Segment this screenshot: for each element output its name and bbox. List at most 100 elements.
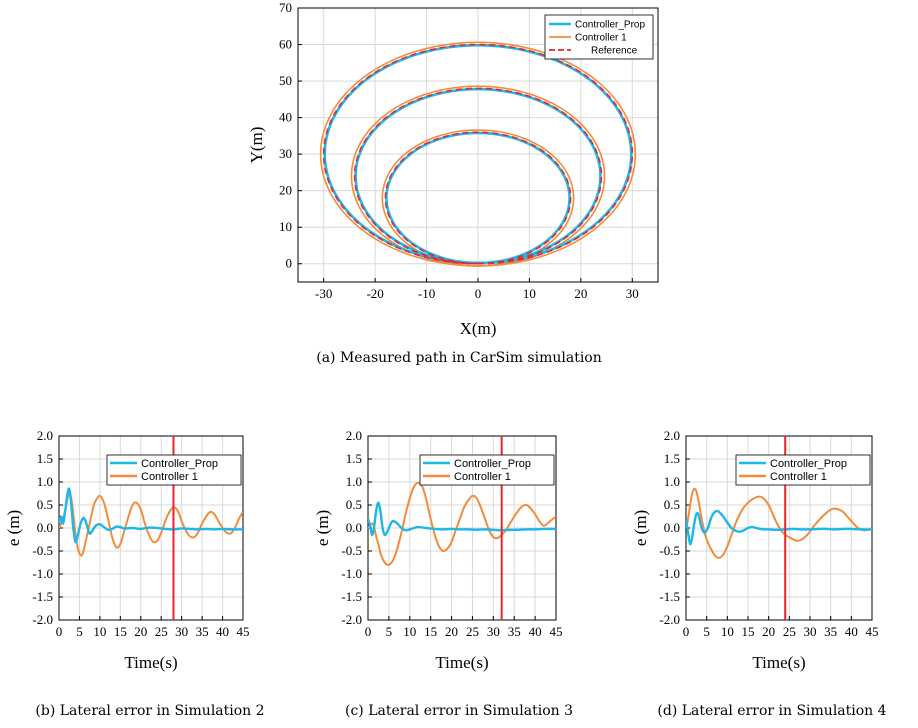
- y-tick-label: 0.0: [37, 520, 53, 535]
- x-tick-label: 15: [114, 624, 127, 639]
- lateral-error-chart-sim3: 0 5 10 15 20 25 30 35 40 45 -2.0 -1.5 -1.0 -0.5 0.0 0.5…: [313, 428, 563, 672]
- y-tick-label: 2.0: [664, 428, 680, 443]
- x-tick-label: 15: [424, 624, 437, 639]
- y-axis-label: Y(m): [247, 127, 266, 164]
- y-tick-label: 10: [279, 219, 292, 234]
- y-tick-label: 1.5: [37, 451, 53, 466]
- legend-box: [106, 454, 242, 486]
- y-tick-label: -1.0: [659, 566, 680, 581]
- y-tick-label: -2.0: [32, 612, 53, 627]
- legend: Controller_Prop Controller 1 Reference: [544, 14, 654, 60]
- y-tick-label: 0.5: [664, 497, 680, 512]
- legend-label: Controller 1: [141, 471, 198, 483]
- x-tick-label: 45: [550, 624, 563, 639]
- x-tick-label: 20: [445, 624, 458, 639]
- x-tick-label: 40: [216, 624, 229, 639]
- y-tick-label: 20: [279, 183, 292, 198]
- series-line-controller-1: [368, 481, 556, 566]
- x-tick-label: 30: [626, 286, 639, 301]
- y-tick-label: -0.5: [659, 543, 680, 558]
- x-axis-label: X(m): [460, 319, 497, 338]
- x-tick-label: 10: [721, 624, 734, 639]
- x-tick-label: 25: [466, 624, 479, 639]
- lateral-error-chart-sim4: 0 5 10 15 20 25 30 35 40 45 -2.0 -1.5 -1.0 -0.5 0.0 0.5…: [631, 428, 879, 672]
- y-tick-label: 0.0: [346, 520, 362, 535]
- y-tick-label: 1.0: [664, 474, 680, 489]
- legend-label: Controller_Prop: [770, 458, 847, 470]
- y-tick-label: 2.0: [346, 428, 362, 443]
- y-tick-label: 30: [279, 146, 292, 161]
- path-loop-1: [381, 129, 575, 267]
- x-tick-label: 5: [703, 624, 710, 639]
- legend-label: Controller_Prop: [141, 458, 218, 470]
- series-reference: [322, 43, 634, 265]
- x-tick-label: 35: [196, 624, 209, 639]
- series-controller-1: [319, 41, 637, 267]
- y-tick-label: 50: [279, 73, 292, 88]
- legend-label: Controller 1: [575, 33, 627, 44]
- x-tick-label: 0: [56, 624, 63, 639]
- y-tick-label: 0.0: [664, 520, 680, 535]
- caption-c: (c) Lateral error in Simulation 3: [345, 703, 573, 719]
- y-tick-label: -2.0: [341, 612, 362, 627]
- series-line-controller-prop: [686, 509, 872, 546]
- x-tick-label: -20: [366, 286, 383, 301]
- x-tick-label: 30: [487, 624, 500, 639]
- series-line-controller-1: [686, 487, 872, 559]
- x-tick-label: 20: [134, 624, 147, 639]
- y-tick-label: 1.5: [664, 451, 680, 466]
- x-tick-label: 40: [845, 624, 858, 639]
- x-tick-label: 45: [866, 624, 879, 639]
- legend-box: [419, 454, 555, 486]
- legend-label: Controller 1: [454, 471, 511, 483]
- y-tick-label: -2.0: [659, 612, 680, 627]
- x-tick-label: -10: [418, 286, 435, 301]
- x-tick-label: 10: [523, 286, 536, 301]
- y-tick-label: 2.0: [37, 428, 53, 443]
- y-tick-label: 1.5: [346, 451, 362, 466]
- series-line-controller-prop: [368, 501, 556, 537]
- y-tick-label: -1.0: [341, 566, 362, 581]
- caption-a: (a) Measured path in CarSim simulation: [316, 350, 602, 366]
- path-loop-3: [323, 43, 633, 265]
- y-tick-label: 60: [279, 37, 292, 52]
- path-loop-3: [322, 43, 634, 265]
- x-tick-label: 20: [574, 286, 587, 301]
- lateral-error-chart-sim2: 0 5 10 15 20 25 30 35 40 45 -2.0 -1.5 -1.0 -0.5 0.0 0.5…: [4, 428, 250, 672]
- x-tick-label: 40: [529, 624, 542, 639]
- y-tick-label: 40: [279, 110, 292, 125]
- y-tick-label: 1.0: [346, 474, 362, 489]
- x-tick-label: 25: [783, 624, 796, 639]
- x-tick-label: 5: [76, 624, 83, 639]
- y-tick-label: 0.5: [37, 497, 53, 512]
- path-loop-3: [319, 41, 637, 267]
- x-tick-label: 30: [175, 624, 188, 639]
- y-tick-label: 0: [286, 256, 293, 271]
- x-tick-label: 35: [508, 624, 521, 639]
- y-tick-label: -0.5: [341, 543, 362, 558]
- x-tick-label: 10: [93, 624, 106, 639]
- y-tick-label: 70: [279, 0, 292, 15]
- y-tick-label: -0.5: [32, 543, 53, 558]
- y-tick-label: -1.5: [341, 589, 362, 604]
- caption-d: (d) Lateral error in Simulation 4: [657, 703, 886, 719]
- x-axis-label: Time(s): [124, 653, 177, 672]
- x-tick-label: 30: [804, 624, 817, 639]
- y-tick-label: 1.0: [37, 474, 53, 489]
- legend-label: Reference: [591, 46, 638, 57]
- path-chart: -30 -20 -10 0 10 20 30 0 10 20 30 40 50 60 70 X(m) Y(m) C…: [247, 0, 659, 338]
- x-tick-label: 15: [742, 624, 755, 639]
- y-axis-label: e (m): [631, 510, 650, 546]
- x-axis-label: Time(s): [435, 653, 488, 672]
- y-tick-label: -1.5: [32, 589, 53, 604]
- x-tick-label: 0: [475, 286, 482, 301]
- caption-b: (b) Lateral error in Simulation 2: [35, 703, 264, 719]
- plot-frame: [297, 7, 659, 283]
- series-line-controller-prop: [59, 487, 243, 544]
- path-loop-2: [350, 85, 606, 267]
- legend-box: [735, 454, 871, 486]
